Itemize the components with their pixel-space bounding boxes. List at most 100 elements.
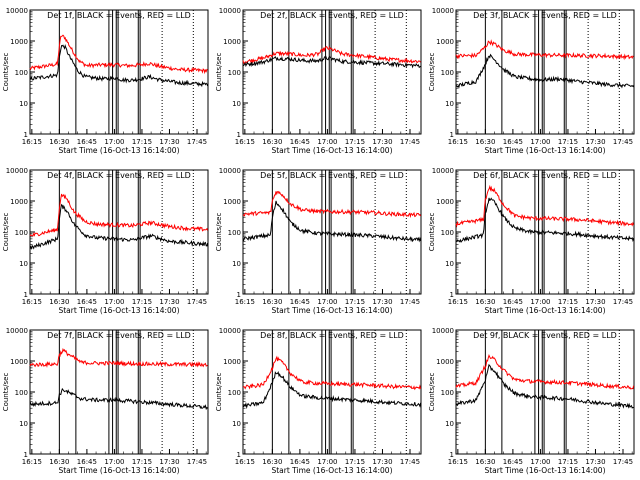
chart-panel: Det 5f, BLACK = Events, RED = LLD 1 10 100 1… xyxy=(215,167,422,315)
y-tick-label: 100 xyxy=(228,229,241,237)
y-tick-label: 10 xyxy=(19,100,28,108)
y-tick-label: 10 xyxy=(232,420,241,428)
x-tick-label: 17:15 xyxy=(558,138,578,146)
y-axis-label: Counts/sec xyxy=(215,213,223,252)
y-tick-label: 100 xyxy=(15,69,28,77)
x-axis-label: Start Time (16-Oct-13 16:14:00) xyxy=(271,466,392,475)
y-tick-label: 10 xyxy=(445,100,454,108)
chart-panel: Det 3f, BLACK = Events, RED = LLD 1 10 100 1… xyxy=(428,7,635,155)
x-tick-label: 16:45 xyxy=(503,138,523,146)
plot-frame xyxy=(29,9,209,135)
x-tick-label: 17:30 xyxy=(585,298,605,306)
y-tick-label: 100 xyxy=(15,389,28,397)
x-tick-label: 17:45 xyxy=(400,138,420,146)
chart-panel: Det 1f, BLACK = Events, RED = LLD 1 10 100 1… xyxy=(2,7,209,155)
x-tick-label: 17:00 xyxy=(530,298,550,306)
x-tick-label: 17:45 xyxy=(613,458,633,466)
plot-frame xyxy=(242,329,422,455)
x-tick-label: 16:15 xyxy=(22,138,42,146)
x-tick-label: 17:00 xyxy=(317,298,337,306)
series-line xyxy=(242,200,422,243)
chart-title: Det 1f, BLACK = Events, RED = LLD xyxy=(47,11,191,20)
chart-panel: Det 9f, BLACK = Events, RED = LLD 1 10 100 1… xyxy=(428,327,635,475)
y-tick-label: 10 xyxy=(445,420,454,428)
plot-frame xyxy=(455,9,635,135)
y-tick-label: 1000 xyxy=(223,198,241,206)
series-line xyxy=(29,193,209,237)
series-line xyxy=(455,53,635,89)
x-tick-label: 16:15 xyxy=(448,298,468,306)
y-tick-label: 10000 xyxy=(432,167,454,175)
y-tick-label: 100 xyxy=(228,389,241,397)
x-tick-label: 16:30 xyxy=(49,458,69,466)
y-tick-label: 10 xyxy=(19,260,28,268)
series-line xyxy=(29,387,208,411)
x-tick-label: 16:30 xyxy=(475,458,495,466)
x-tick-label: 16:45 xyxy=(290,458,310,466)
chart-title: Det 6f, BLACK = Events, RED = LLD xyxy=(473,171,617,180)
chart-title: Det 8f, BLACK = Events, RED = LLD xyxy=(260,331,404,340)
y-tick-label: 10000 xyxy=(219,167,241,175)
series-line xyxy=(242,355,422,391)
y-tick-label: 10 xyxy=(232,260,241,268)
x-tick-label: 16:15 xyxy=(22,298,42,306)
x-tick-label: 17:30 xyxy=(159,298,179,306)
y-tick-label: 10 xyxy=(445,260,454,268)
y-tick-label: 10000 xyxy=(6,7,28,15)
plot-frame xyxy=(455,329,635,455)
series-line xyxy=(29,203,209,250)
y-tick-label: 10000 xyxy=(219,7,241,15)
y-tick-label: 100 xyxy=(441,229,454,237)
chart-title: Det 7f, BLACK = Events, RED = LLD xyxy=(47,331,191,340)
x-tick-label: 16:15 xyxy=(235,458,255,466)
x-tick-label: 17:15 xyxy=(132,298,152,306)
x-tick-label: 17:30 xyxy=(372,138,392,146)
chart-panel: Det 8f, BLACK = Events, RED = LLD 1 10 100 1… xyxy=(215,327,422,475)
y-tick-label: 1 xyxy=(24,131,28,139)
x-tick-label: 17:15 xyxy=(345,298,365,306)
x-tick-label: 16:30 xyxy=(262,138,282,146)
series-line xyxy=(455,363,634,409)
plot-frame xyxy=(29,169,209,295)
chart-panel: Det 2f, BLACK = Events, RED = LLD 1 10 100 1… xyxy=(215,7,422,155)
x-tick-label: 16:15 xyxy=(448,138,468,146)
y-tick-label: 100 xyxy=(228,69,241,77)
x-tick-label: 16:45 xyxy=(290,298,310,306)
x-tick-label: 17:30 xyxy=(585,458,605,466)
x-tick-label: 17:45 xyxy=(613,298,633,306)
x-tick-label: 16:30 xyxy=(475,138,495,146)
x-tick-label: 16:30 xyxy=(49,298,69,306)
x-tick-label: 16:45 xyxy=(503,298,523,306)
y-axis-label: Counts/sec xyxy=(215,53,223,92)
x-tick-label: 16:45 xyxy=(503,458,523,466)
x-tick-label: 17:15 xyxy=(345,458,365,466)
x-tick-label: 16:30 xyxy=(49,138,69,146)
series-line xyxy=(455,39,634,61)
x-tick-label: 17:45 xyxy=(187,458,207,466)
x-axis-label: Start Time (16-Oct-13 16:14:00) xyxy=(484,306,605,315)
x-tick-label: 16:45 xyxy=(77,458,97,466)
x-tick-label: 16:15 xyxy=(448,458,468,466)
x-tick-label: 16:45 xyxy=(290,138,310,146)
x-tick-label: 17:45 xyxy=(613,138,633,146)
chart-title: Det 5f, BLACK = Events, RED = LLD xyxy=(260,171,404,180)
y-tick-label: 1000 xyxy=(10,358,28,366)
x-tick-label: 17:30 xyxy=(159,458,179,466)
x-axis-label: Start Time (16-Oct-13 16:14:00) xyxy=(58,466,179,475)
y-axis-label: Counts/sec xyxy=(428,373,436,412)
y-tick-label: 1000 xyxy=(223,358,241,366)
y-tick-label: 10000 xyxy=(219,327,241,335)
x-tick-label: 16:30 xyxy=(262,458,282,466)
plot-frame xyxy=(29,329,209,455)
x-tick-label: 17:00 xyxy=(104,138,124,146)
x-axis-label: Start Time (16-Oct-13 16:14:00) xyxy=(271,306,392,315)
series-line xyxy=(242,45,421,65)
x-tick-label: 17:30 xyxy=(585,138,605,146)
series-line xyxy=(29,34,208,75)
y-tick-label: 1000 xyxy=(436,38,454,46)
x-tick-label: 16:30 xyxy=(262,298,282,306)
x-tick-label: 17:00 xyxy=(530,138,550,146)
y-tick-label: 1 xyxy=(24,291,28,299)
y-tick-label: 1 xyxy=(237,291,241,299)
